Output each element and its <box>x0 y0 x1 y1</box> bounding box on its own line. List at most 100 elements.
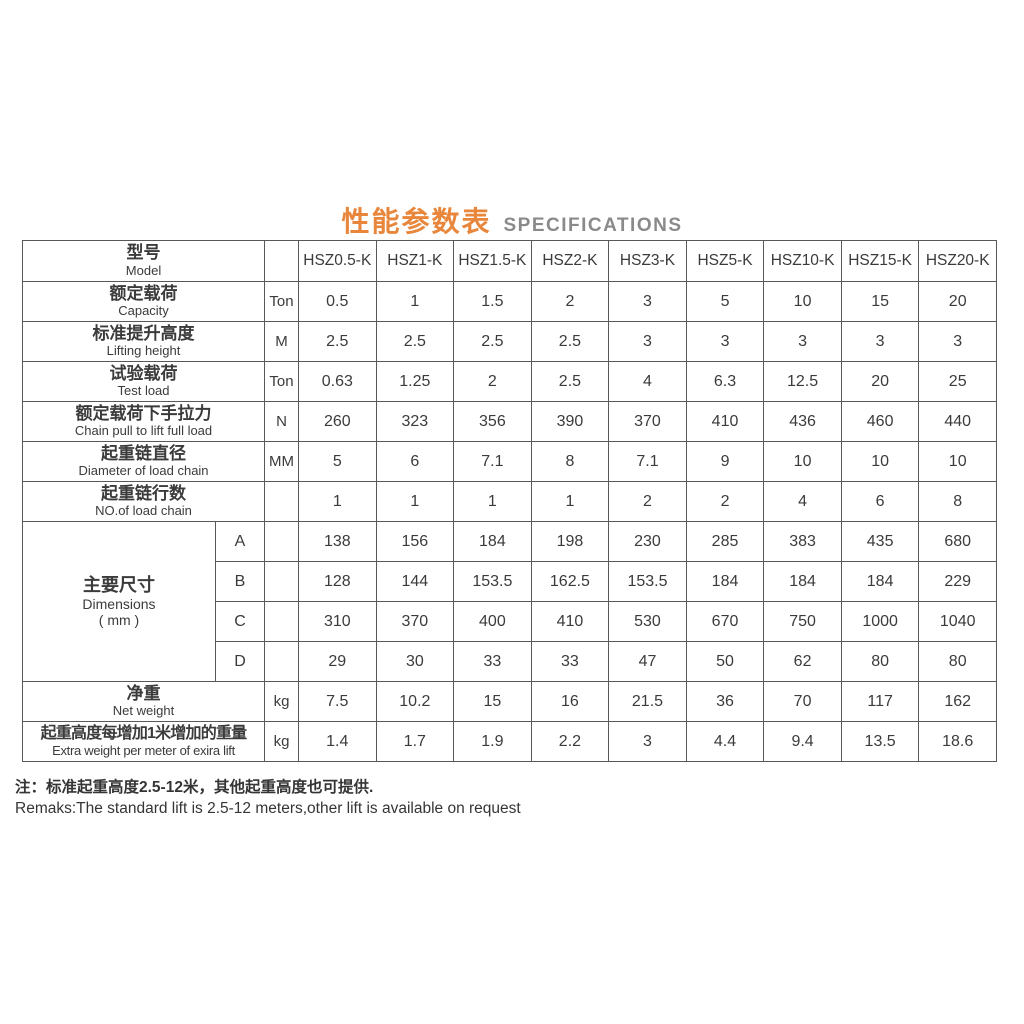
model-cell: HSZ0.5-K <box>298 240 377 282</box>
spec-cell: 7.1 <box>608 441 687 482</box>
spec-cell: 1 <box>530 481 610 522</box>
table-row-capacity: 额定载荷 Capacity Ton 0.5 1 1.5 2 3 5 10 15 … <box>21 281 997 322</box>
spec-cell: 21.5 <box>608 681 687 722</box>
spec-cell: 4 <box>763 481 842 522</box>
spec-cell: 670 <box>685 601 765 642</box>
unit-cell <box>264 240 300 282</box>
spec-cell: 5 <box>685 281 765 322</box>
spec-cell: 1 <box>298 481 377 522</box>
spec-cell: 7.5 <box>298 681 377 722</box>
dimension-letter: B <box>214 561 266 602</box>
spec-cell: 36 <box>685 681 765 722</box>
specifications-table: 型号 Model HSZ0.5-K HSZ1-K HSZ1.5-K HSZ2-K… <box>21 240 997 762</box>
row-label-en: NO.of load chain <box>95 503 192 519</box>
spec-cell: 4 <box>608 361 687 402</box>
spec-cell: 8 <box>918 481 997 522</box>
spec-cell: 323 <box>375 401 455 442</box>
spec-cell: 2.5 <box>375 321 455 362</box>
model-cell: HSZ20-K <box>918 240 997 282</box>
spec-cell: 3 <box>840 321 920 362</box>
unit-cell: kg <box>264 681 300 722</box>
table-row-test-load: 试验载荷 Test load Ton 0.63 1.25 2 2.5 4 6.3… <box>21 361 997 402</box>
page-title: 性能参数表 SPECIFICATIONS <box>0 200 1024 240</box>
spec-cell: 184 <box>453 521 532 562</box>
row-label: 净重 Net weight <box>21 681 266 722</box>
spec-cell: 400 <box>453 601 532 642</box>
spec-cell: 10 <box>840 441 920 482</box>
row-label-zh: 主要尺寸 <box>83 574 155 595</box>
row-label-zh: 额定载荷 <box>109 283 178 303</box>
spec-cell: 0.5 <box>298 281 377 322</box>
spec-cell: 1 <box>375 281 455 322</box>
spec-cell: 15 <box>453 681 532 722</box>
row-label-zh: 净重 <box>126 683 161 703</box>
spec-cell: 6.3 <box>685 361 765 402</box>
spec-cell: 153.5 <box>453 561 532 602</box>
row-label-zh: 起重链行数 <box>101 483 186 503</box>
row-label-en: Chain pull to lift full load <box>74 423 213 439</box>
spec-cell: 2 <box>685 481 765 522</box>
spec-cell: 680 <box>918 521 997 562</box>
spec-cell: 230 <box>608 521 687 562</box>
row-label-en: Dimensions <box>82 596 156 613</box>
table-row-chain-diameter: 起重链直径 Diameter of load chain MM 5 6 7.1 … <box>21 441 997 482</box>
remark-chinese: 注：标准起重高度2.5-12米，其他起重高度也可提供. <box>15 779 374 796</box>
table-row-lifting-height: 标准提升高度 Lifting height M 2.5 2.5 2.5 2.5 … <box>21 321 997 362</box>
spec-cell: 20 <box>840 361 920 402</box>
table-row-dimension-b: B 128 144 153.5 162.5 153.5 184 184 184 … <box>23 561 997 602</box>
spec-cell: 9 <box>685 441 765 482</box>
spec-cell: 1040 <box>918 601 997 642</box>
model-cell: HSZ10-K <box>763 240 842 282</box>
spec-cell: 2.2 <box>530 721 610 762</box>
row-label-zh: 起重高度每增加1米增加的重量 <box>40 725 248 743</box>
spec-cell: 530 <box>608 601 687 642</box>
table-row-chain-pull: 额定载荷下手拉力 Chain pull to lift full load N … <box>21 401 997 442</box>
spec-cell: 8 <box>530 441 610 482</box>
spec-cell: 80 <box>918 641 997 682</box>
unit-cell: M <box>264 321 300 362</box>
model-cell: HSZ5-K <box>685 240 765 282</box>
spec-cell: 10 <box>918 441 997 482</box>
spec-cell: 5 <box>298 441 377 482</box>
spec-cell: 184 <box>763 561 842 602</box>
spec-cell: 2 <box>608 481 687 522</box>
spec-cell: 18.6 <box>918 721 997 762</box>
spec-cell: 229 <box>918 561 997 602</box>
spec-cell: 410 <box>685 401 765 442</box>
dimension-letter: A <box>214 521 266 562</box>
spec-cell: 2.5 <box>453 321 532 362</box>
spec-cell: 33 <box>453 641 532 682</box>
spec-cell: 285 <box>685 521 765 562</box>
spec-cell: 3 <box>918 321 997 362</box>
spec-cell: 16 <box>530 681 610 722</box>
spec-cell: 184 <box>685 561 765 602</box>
spec-cell: 29 <box>298 641 377 682</box>
table-row-model: 型号 Model HSZ0.5-K HSZ1-K HSZ1.5-K HSZ2-K… <box>21 240 997 282</box>
spec-cell: 390 <box>530 401 610 442</box>
spec-cell: 47 <box>608 641 687 682</box>
spec-cell: 435 <box>840 521 920 562</box>
unit-cell <box>264 641 300 682</box>
spec-cell: 0.63 <box>298 361 377 402</box>
spec-cell: 198 <box>530 521 610 562</box>
spec-cell: 30 <box>375 641 455 682</box>
table-row-extra-weight: 起重高度每增加1米增加的重量 Extra weight per meter of… <box>21 721 997 762</box>
row-label: 起重链直径 Diameter of load chain <box>21 441 266 482</box>
page-title-chinese: 性能参数表 <box>341 206 492 237</box>
spec-cell: 15 <box>840 281 920 322</box>
spec-cell: 144 <box>375 561 455 602</box>
spec-cell: 33 <box>530 641 610 682</box>
row-label-zh: 型号 <box>126 243 161 263</box>
spec-cell: 156 <box>375 521 455 562</box>
model-cell: HSZ15-K <box>840 240 920 282</box>
unit-cell <box>264 521 300 562</box>
row-label: 起重高度每增加1米增加的重量 Extra weight per meter of… <box>21 721 266 762</box>
model-cell: HSZ1.5-K <box>453 240 532 282</box>
spec-cell: 2.5 <box>530 321 610 362</box>
table-row-net-weight: 净重 Net weight kg 7.5 10.2 15 16 21.5 36 … <box>21 681 997 722</box>
spec-cell: 6 <box>375 441 455 482</box>
spec-cell: 9.4 <box>763 721 842 762</box>
row-label-en: Diameter of load chain <box>78 463 209 479</box>
spec-cell: 6 <box>840 481 920 522</box>
unit-cell: N <box>264 401 300 442</box>
